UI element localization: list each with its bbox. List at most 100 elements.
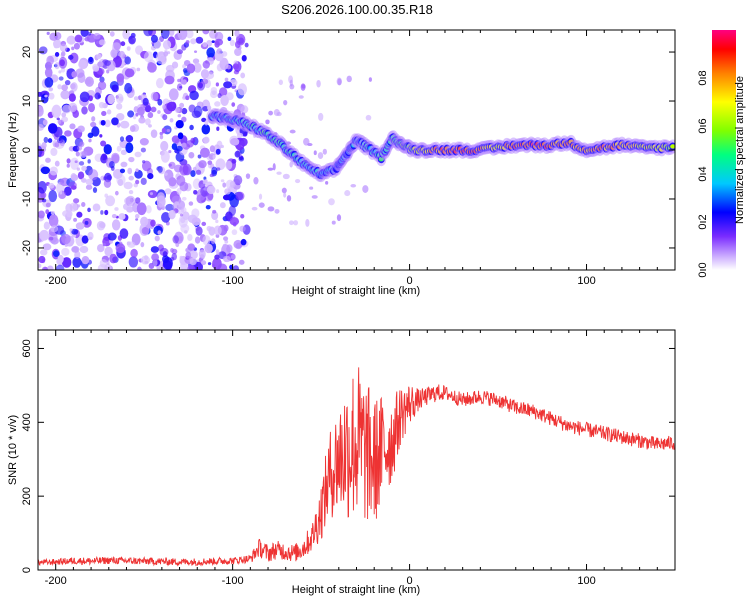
- noise-blob: [127, 241, 136, 248]
- noise-blob: [81, 150, 88, 157]
- noise-blob: [272, 163, 276, 171]
- noise-blob: [81, 256, 90, 265]
- noise-blob: [116, 174, 126, 186]
- x-tick-label: 100: [577, 275, 595, 287]
- noise-blob: [128, 175, 134, 181]
- noise-blob: [274, 208, 280, 214]
- noise-blob: [66, 35, 76, 45]
- noise-blob: [50, 210, 55, 215]
- noise-blob: [278, 79, 284, 86]
- noise-blob: [99, 259, 108, 268]
- noise-blob: [87, 159, 91, 164]
- noise-blob: [42, 119, 48, 126]
- noise-blob: [222, 243, 228, 249]
- noise-blob: [238, 259, 245, 265]
- noise-blob: [54, 160, 60, 167]
- noise-blob: [141, 160, 152, 172]
- noise-blob: [220, 144, 224, 149]
- noise-blob: [207, 160, 213, 166]
- noise-blob: [202, 235, 211, 246]
- y-tick-label: 10: [21, 95, 33, 107]
- noise-blob: [258, 202, 265, 208]
- noise-blob: [87, 31, 92, 36]
- noise-blob: [231, 158, 237, 164]
- colorbar-tick-label: 0.8: [697, 70, 709, 85]
- noise-blob: [214, 101, 221, 107]
- noise-blob: [157, 98, 163, 106]
- noise-blob: [136, 67, 141, 72]
- noise-blob: [44, 77, 54, 88]
- noise-blob: [104, 119, 111, 128]
- noise-blob: [227, 36, 232, 42]
- noise-blob: [303, 137, 310, 146]
- noise-blob: [157, 166, 163, 173]
- noise-blob: [222, 194, 231, 201]
- noise-blob: [143, 51, 154, 63]
- noise-blob: [202, 180, 207, 185]
- noise-blob: [120, 41, 126, 47]
- noise-blob: [42, 243, 52, 251]
- noise-blob: [212, 154, 216, 160]
- noise-blob: [60, 51, 66, 57]
- noise-blob: [185, 95, 190, 101]
- x-tick-label: -100: [222, 275, 244, 287]
- noise-blob: [79, 91, 90, 103]
- noise-blob: [129, 125, 136, 133]
- noise-blob: [235, 191, 245, 201]
- noise-blob: [192, 58, 200, 64]
- noise-blob: [112, 42, 121, 51]
- noise-blob: [48, 87, 54, 92]
- noise-blob: [240, 214, 245, 219]
- noise-blob: [77, 145, 83, 151]
- noise-blob: [168, 88, 179, 101]
- noise-blob: [206, 47, 216, 58]
- noise-blob: [85, 178, 94, 186]
- noise-blob: [229, 39, 235, 47]
- noise-blob: [49, 32, 58, 41]
- noise-blob: [187, 264, 196, 270]
- noise-blob: [145, 205, 152, 214]
- noise-blob: [50, 225, 59, 233]
- noise-blob: [143, 30, 153, 37]
- noise-blob: [81, 235, 89, 244]
- noise-blob: [200, 78, 209, 85]
- noise-blob: [207, 105, 212, 111]
- trace-core: [670, 144, 675, 149]
- noise-blob: [111, 154, 120, 164]
- noise-blob: [135, 112, 139, 117]
- noise-blob: [215, 82, 219, 87]
- noise-blob: [289, 83, 295, 90]
- noise-blob: [44, 67, 53, 78]
- noise-blob: [111, 117, 119, 126]
- noise-blob: [43, 136, 49, 144]
- noise-blob: [135, 179, 140, 185]
- noise-blob: [346, 75, 352, 83]
- noise-blob: [135, 168, 139, 172]
- noise-blob: [234, 150, 241, 158]
- noise-blob: [132, 114, 137, 120]
- noise-blob: [96, 40, 100, 44]
- y-tick-label: -20: [21, 240, 33, 256]
- noise-blob: [168, 150, 172, 154]
- noise-blob: [66, 210, 73, 218]
- noise-blob: [109, 253, 118, 264]
- noise-blob: [128, 156, 135, 163]
- noise-blob: [100, 119, 106, 126]
- noise-blob: [51, 104, 62, 118]
- noise-blob: [162, 40, 172, 50]
- noise-blob: [204, 120, 209, 126]
- noise-blob: [237, 83, 247, 96]
- noise-blob: [154, 235, 160, 242]
- noise-blob: [94, 92, 101, 100]
- noise-blob: [214, 254, 220, 260]
- noise-blob: [229, 180, 236, 188]
- noise-blob: [144, 255, 149, 261]
- noise-blob: [242, 131, 248, 137]
- noise-blob: [193, 62, 202, 73]
- noise-blob: [203, 136, 210, 144]
- noise-blob: [75, 151, 80, 157]
- noise-blob: [233, 175, 243, 186]
- noise-blob: [294, 179, 301, 184]
- noise-blob: [217, 93, 222, 99]
